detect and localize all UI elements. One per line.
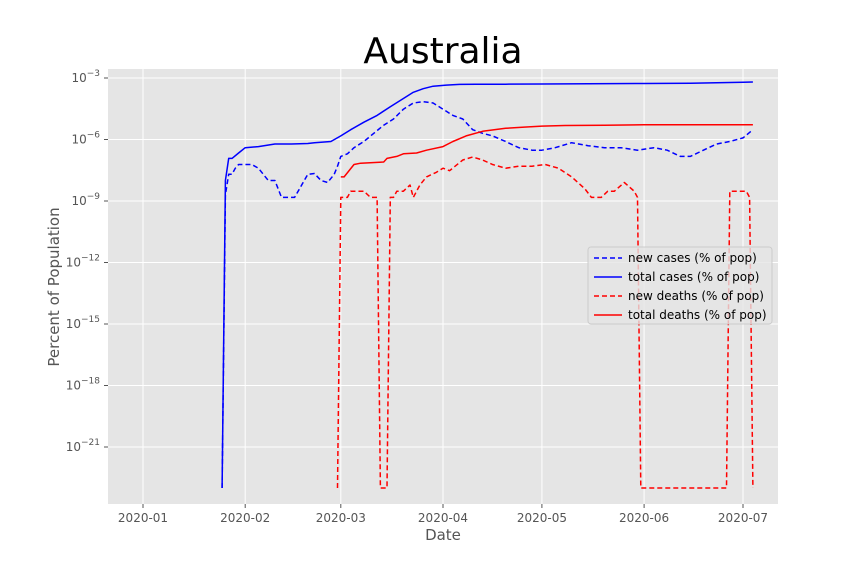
x-tick-label: 2020-02 [220, 511, 270, 525]
x-axis-title: Date [425, 526, 461, 544]
x-tick-label: 2020-03 [316, 511, 366, 525]
series-line-3 [340, 123, 753, 178]
y-axis-ticks: 10−21 10−18 10−15 10−12 10−9 10−6 10−3 [66, 69, 108, 454]
chart-title: Australia [363, 31, 522, 72]
y-axis-title: Percent of Population [45, 207, 63, 366]
legend-label: total deaths (% of pop) [628, 308, 767, 322]
y-tick-label: 10−18 [66, 377, 101, 393]
y-tick-label: 10−3 [71, 69, 100, 85]
y-tick-label: 10−6 [71, 131, 100, 147]
series-line-0 [221, 100, 754, 489]
x-tick-label: 2020-01 [118, 511, 168, 525]
legend-box [587, 246, 773, 325]
y-tick-label: 10−21 [66, 438, 100, 454]
series-line-2 [336, 156, 754, 489]
legend-label: new deaths (% of pop) [628, 289, 764, 303]
x-tick-label: 2020-07 [718, 511, 768, 525]
x-axis-ticks: 2020-01 2020-02 2020-03 2020-04 2020-05 2020-… [118, 504, 768, 525]
x-tick-label: 2020-05 [517, 511, 567, 525]
y-tick-label: 10−9 [71, 192, 100, 208]
series-line-1 [221, 81, 753, 489]
data-series [221, 81, 754, 489]
legend: new cases (% of pop) total cases (% of po… [587, 246, 773, 325]
legend-label: total cases (% of pop) [628, 270, 759, 284]
x-tick-label: 2020-06 [619, 511, 669, 525]
x-tick-label: 2020-04 [418, 511, 468, 525]
legend-label: new cases (% of pop) [628, 251, 757, 265]
y-tick-label: 10−12 [66, 254, 100, 270]
y-tick-label: 10−15 [66, 315, 100, 331]
